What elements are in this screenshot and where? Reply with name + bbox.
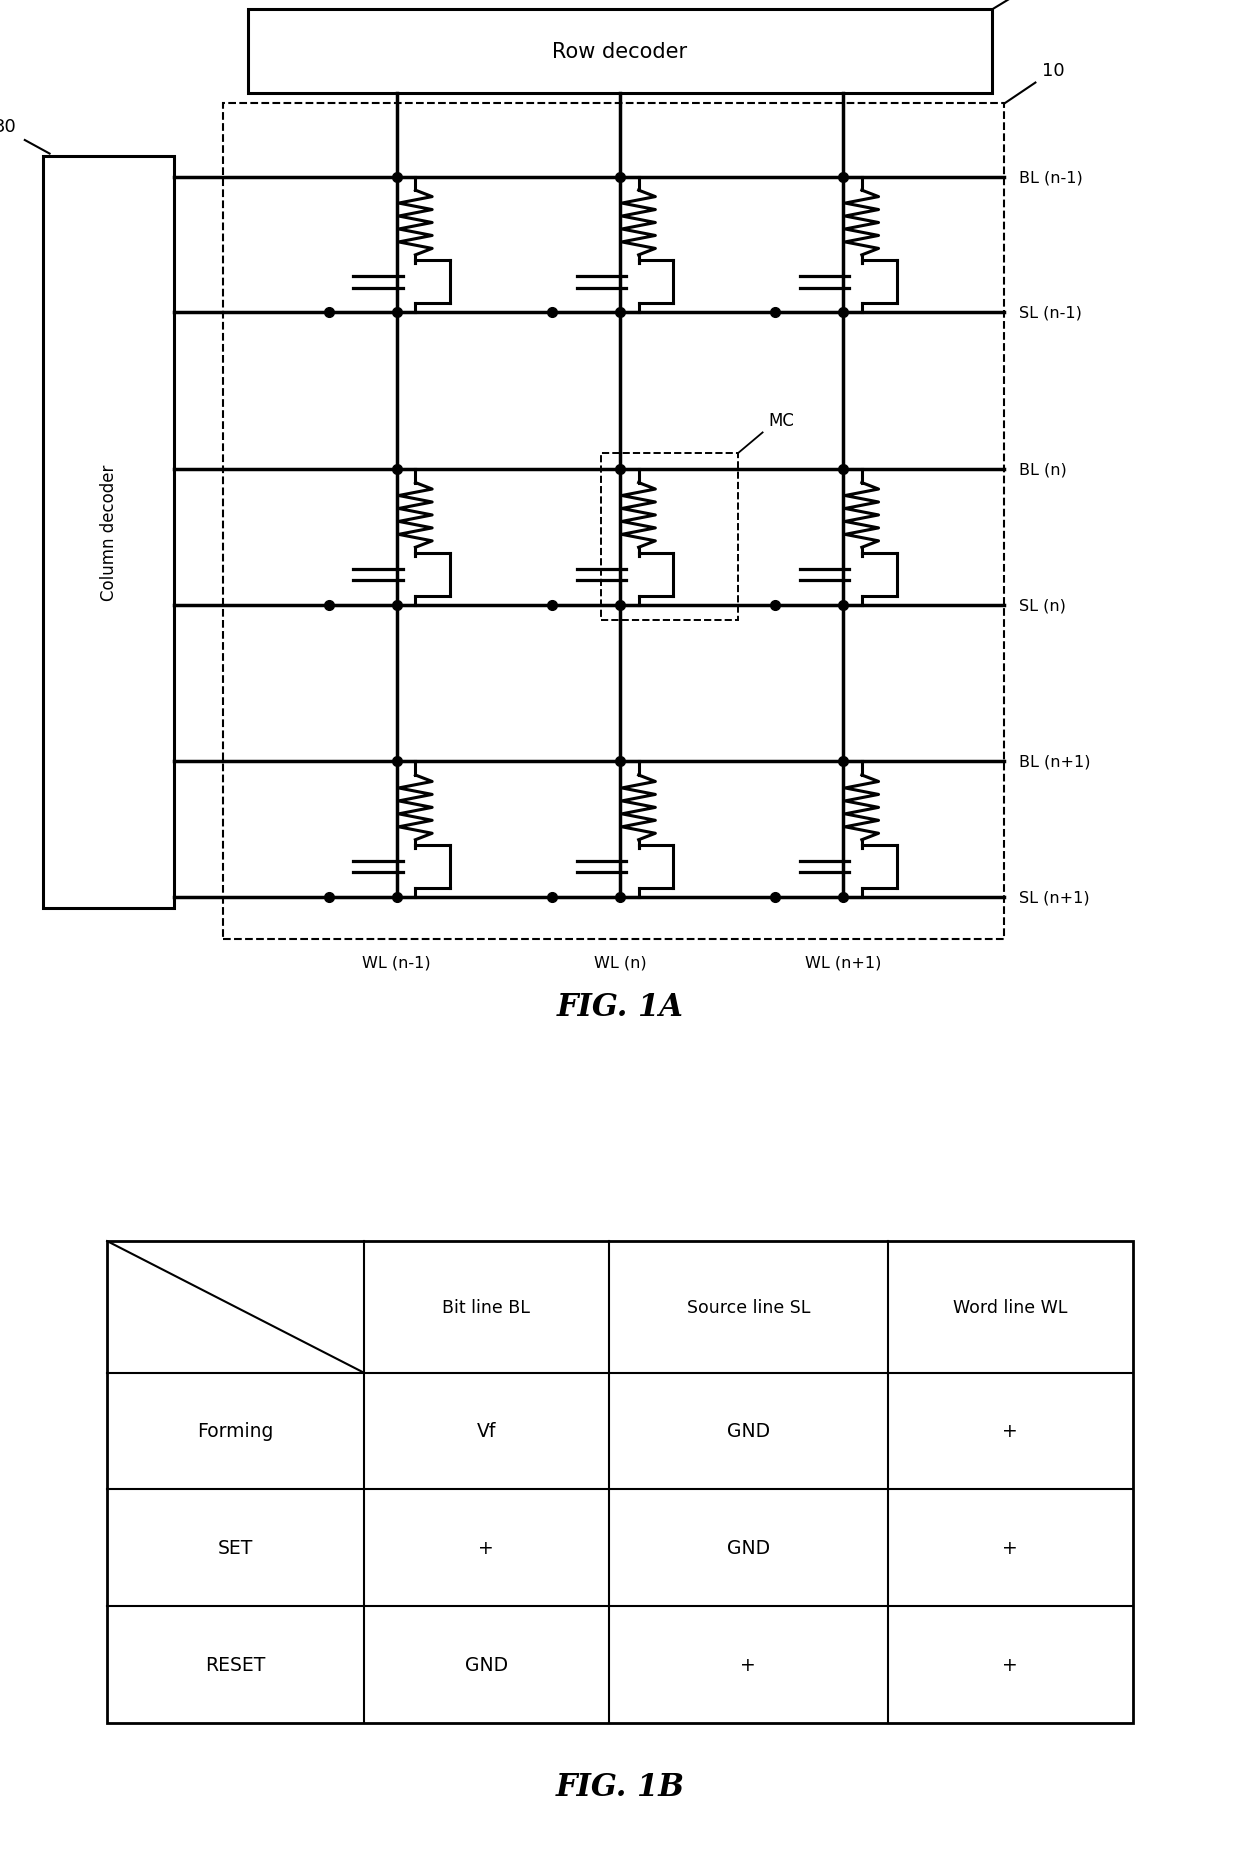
Text: GND: GND: [727, 1422, 770, 1441]
Text: GND: GND: [727, 1538, 770, 1558]
Text: BL (n-1): BL (n-1): [1019, 170, 1083, 185]
Text: SET: SET: [218, 1538, 253, 1558]
Text: Vf: Vf: [476, 1422, 496, 1441]
Text: +: +: [1002, 1655, 1018, 1674]
Text: BL (n): BL (n): [1019, 462, 1068, 477]
Text: FIG. 1B: FIG. 1B: [556, 1771, 684, 1802]
Bar: [223, 104, 1004, 939]
Text: BL (n+1): BL (n+1): [1019, 755, 1091, 770]
Text: Forming: Forming: [197, 1422, 274, 1441]
Bar: [43, 157, 174, 908]
Text: RESET: RESET: [205, 1655, 265, 1674]
Text: Source line SL: Source line SL: [687, 1297, 810, 1316]
Text: Bit line BL: Bit line BL: [443, 1297, 531, 1316]
Bar: [107, 1241, 1133, 1722]
Text: FIG. 1A: FIG. 1A: [557, 992, 683, 1023]
Text: MC: MC: [769, 412, 795, 431]
Text: WL (n-1): WL (n-1): [362, 954, 432, 969]
Text: Row decoder: Row decoder: [553, 43, 687, 62]
Text: WL (n): WL (n): [594, 954, 646, 969]
Text: GND: GND: [465, 1655, 507, 1674]
Text: +: +: [740, 1655, 756, 1674]
Bar: [248, 11, 992, 93]
Text: 30: 30: [0, 117, 16, 136]
Text: WL (n+1): WL (n+1): [805, 954, 882, 969]
Text: SL (n): SL (n): [1019, 598, 1066, 613]
Text: 10: 10: [1042, 62, 1064, 80]
Text: +: +: [1002, 1538, 1018, 1558]
Text: SL (n+1): SL (n+1): [1019, 891, 1090, 906]
Bar: [601, 455, 738, 621]
Text: +: +: [479, 1538, 494, 1558]
Text: +: +: [1002, 1422, 1018, 1441]
Text: Column decoder: Column decoder: [99, 464, 118, 600]
Text: Word line WL: Word line WL: [954, 1297, 1068, 1316]
Text: SL (n-1): SL (n-1): [1019, 306, 1083, 321]
